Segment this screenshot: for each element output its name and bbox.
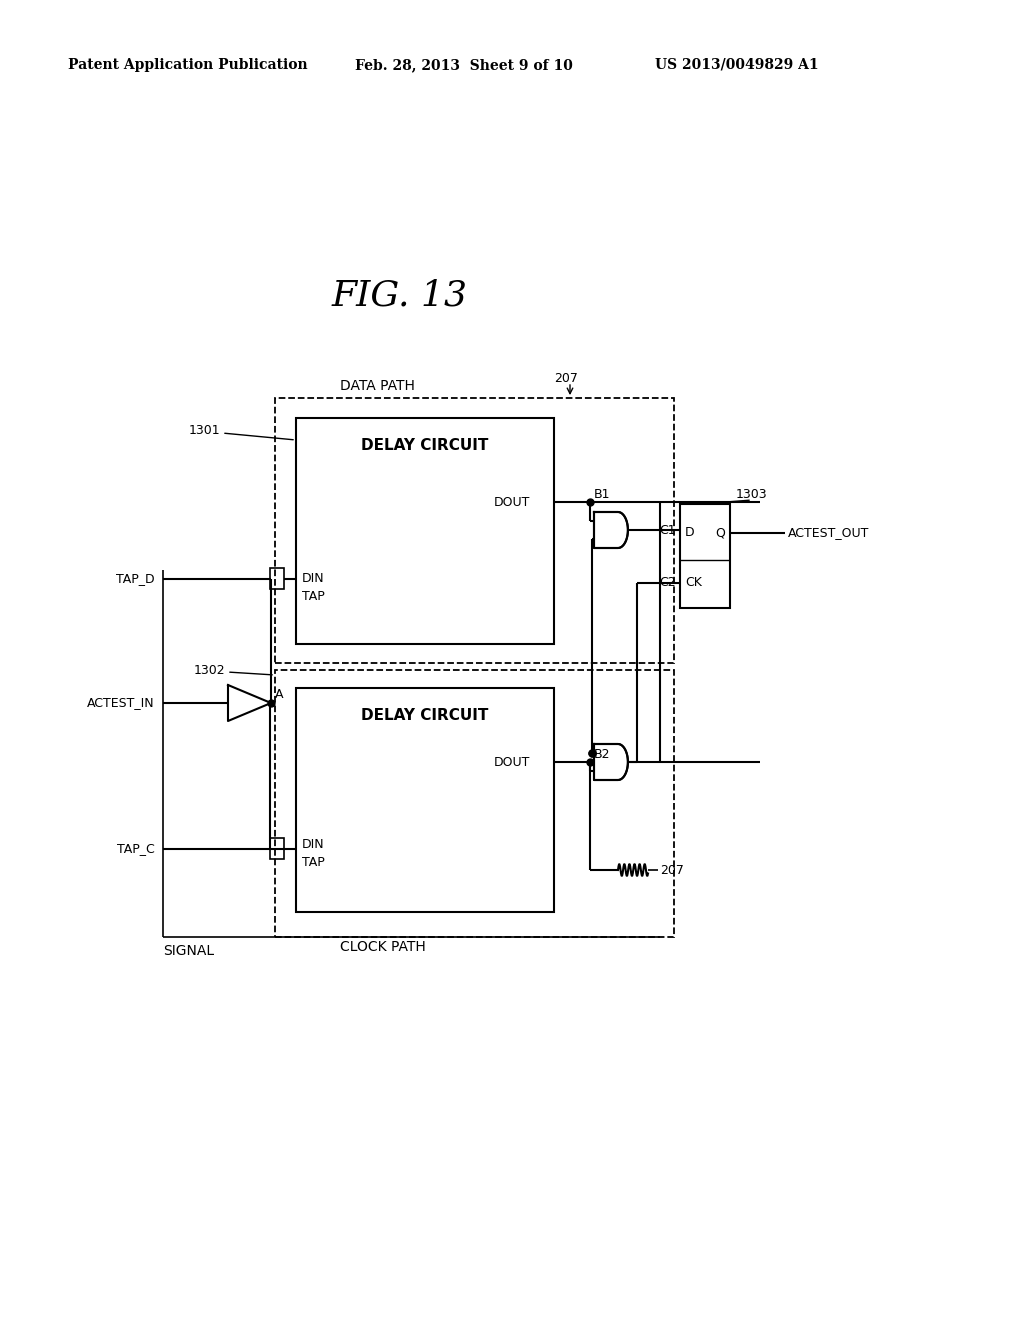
Text: D: D <box>685 527 694 540</box>
Text: ACTEST_OUT: ACTEST_OUT <box>788 527 869 540</box>
Text: CK: CK <box>685 577 701 590</box>
Bar <box>270 838 284 859</box>
Text: 207: 207 <box>554 371 578 384</box>
Text: SIGNAL: SIGNAL <box>163 944 214 958</box>
Bar <box>270 568 284 589</box>
Text: 1301: 1301 <box>188 424 220 437</box>
Text: 207: 207 <box>660 863 684 876</box>
Text: CLOCK PATH: CLOCK PATH <box>340 940 426 954</box>
Text: Patent Application Publication: Patent Application Publication <box>68 58 307 73</box>
Text: DIN: DIN <box>302 838 325 851</box>
Text: DELAY CIRCUIT: DELAY CIRCUIT <box>361 708 488 722</box>
Text: TAP_C: TAP_C <box>118 842 155 855</box>
Text: TAP: TAP <box>302 590 325 602</box>
Text: C2: C2 <box>659 577 676 590</box>
Text: TAP: TAP <box>302 855 325 869</box>
Text: FIG. 13: FIG. 13 <box>332 279 468 312</box>
Text: DOUT: DOUT <box>494 495 530 508</box>
Polygon shape <box>228 685 271 721</box>
Text: DIN: DIN <box>302 572 325 585</box>
Text: US 2013/0049829 A1: US 2013/0049829 A1 <box>655 58 818 73</box>
Text: C1: C1 <box>659 524 676 536</box>
Bar <box>275 671 674 937</box>
Text: DATA PATH: DATA PATH <box>340 379 415 393</box>
Bar <box>275 399 674 663</box>
Text: Feb. 28, 2013  Sheet 9 of 10: Feb. 28, 2013 Sheet 9 of 10 <box>355 58 572 73</box>
Polygon shape <box>594 744 628 780</box>
Text: 1303: 1303 <box>736 488 768 502</box>
Text: B2: B2 <box>594 747 610 760</box>
Text: A: A <box>275 688 284 701</box>
Bar <box>296 418 554 644</box>
Text: B1: B1 <box>594 487 610 500</box>
Bar <box>680 504 730 609</box>
Text: DELAY CIRCUIT: DELAY CIRCUIT <box>361 437 488 453</box>
Bar <box>296 688 554 912</box>
Text: ACTEST_IN: ACTEST_IN <box>87 697 155 710</box>
Text: Q: Q <box>715 527 725 540</box>
Text: DOUT: DOUT <box>494 755 530 768</box>
Polygon shape <box>594 512 628 548</box>
Text: TAP_D: TAP_D <box>117 572 155 585</box>
Text: 1302: 1302 <box>194 664 225 676</box>
